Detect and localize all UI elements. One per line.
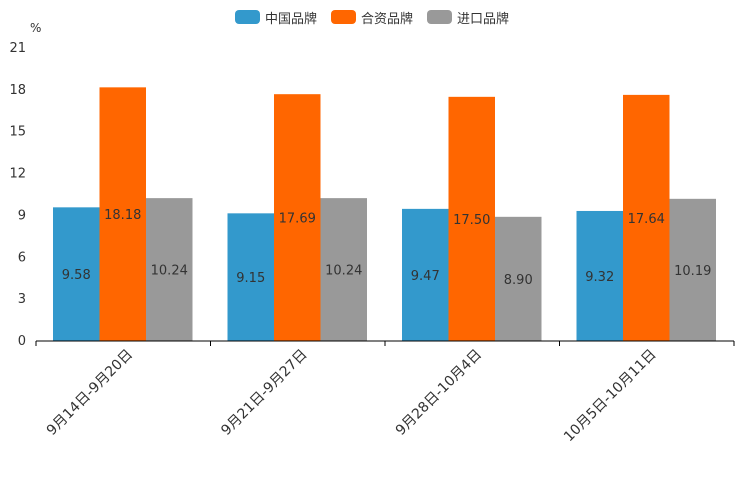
legend-item-jv-brand[interactable]: 合资品牌 (330, 8, 413, 27)
bar[interactable] (227, 213, 275, 341)
bar-value-label: 17.64 (628, 212, 665, 227)
legend-item-china-brand[interactable]: 中国品牌 (234, 8, 317, 27)
y-tick-label: 9 (18, 208, 26, 223)
bar[interactable] (669, 198, 717, 341)
y-axis-unit-label: % (30, 21, 42, 35)
bar[interactable] (99, 87, 147, 342)
y-tick-label: 3 (18, 292, 26, 307)
bar[interactable] (623, 94, 670, 341)
bar-value-label: 18.18 (104, 208, 141, 223)
bar[interactable] (274, 94, 321, 342)
x-tick-label: 10月5日-10月11日 (561, 347, 660, 446)
bar-value-label: 9.32 (585, 270, 614, 285)
x-tick-label: 9月14日-9月20日 (44, 347, 136, 439)
bar[interactable] (576, 210, 624, 341)
legend-swatch-jv-brand (330, 10, 356, 24)
legend-swatch-import-brand (427, 10, 452, 24)
legend-label-jv-brand: 合资品牌 (360, 11, 413, 27)
bar[interactable] (53, 207, 100, 341)
bar-value-label: 10.24 (325, 264, 362, 279)
y-tick-label: 6 (18, 250, 26, 265)
y-tick-label: 15 (9, 125, 26, 140)
y-tick-label: 12 (9, 167, 26, 182)
bar-value-label: 9.47 (411, 269, 440, 284)
bar[interactable] (320, 198, 368, 341)
y-tick-label: 0 (18, 334, 26, 349)
legend-label-import-brand: 进口品牌 (457, 11, 510, 27)
bar[interactable] (495, 216, 542, 341)
x-tick-label: 9月21日-9月27日 (218, 347, 310, 439)
legend-swatch-china-brand (234, 10, 260, 24)
legend-label-china-brand: 中国品牌 (264, 11, 317, 27)
bar-value-label: 10.24 (151, 264, 188, 279)
bar-value-label: 9.58 (62, 268, 91, 283)
bar[interactable] (146, 198, 193, 341)
bar-value-label: 10.19 (674, 264, 711, 279)
bar-value-label: 17.69 (279, 212, 316, 227)
legend: 中国品牌 合资品牌 进口品牌 (0, 7, 744, 27)
bar-value-label: 9.15 (236, 271, 265, 286)
bar[interactable] (402, 208, 449, 341)
bar-value-label: 8.90 (504, 273, 533, 288)
y-tick-label: 18 (9, 83, 26, 98)
y-tick-label: 21 (9, 41, 26, 56)
x-tick-label: 9月28日-10月4日 (393, 347, 485, 439)
legend-item-import-brand[interactable]: 进口品牌 (427, 8, 509, 27)
bar[interactable] (448, 96, 496, 341)
bar-value-label: 17.50 (453, 213, 490, 228)
